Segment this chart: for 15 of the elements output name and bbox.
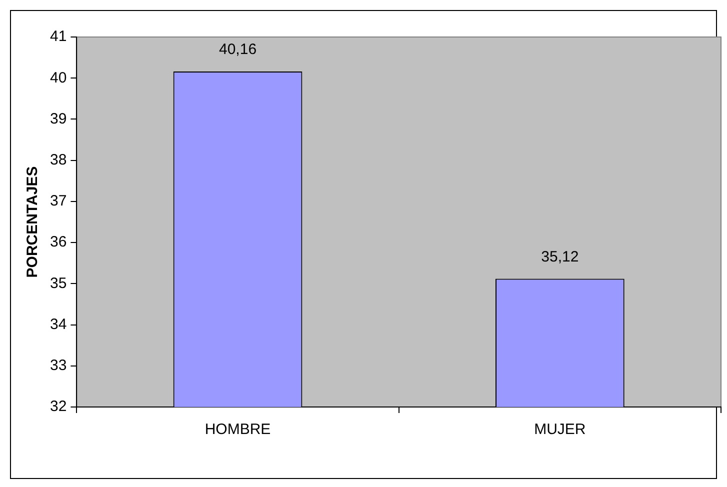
data-label: 35,12 — [541, 248, 579, 266]
y-axis-title: PORCENTAJES — [24, 166, 42, 278]
y-tick-label: 34 — [50, 316, 67, 333]
data-label: 40,16 — [218, 41, 257, 58]
x-tick-label: MUJER — [534, 421, 586, 438]
y-tick-label: 36 — [50, 234, 67, 251]
y-tick-label: 38 — [50, 151, 67, 168]
y-tick-label: 37 — [50, 192, 67, 210]
y-tick-label: 35 — [50, 274, 67, 292]
y-tick-label: 41 — [50, 28, 67, 46]
y-tick-label: 39 — [50, 110, 67, 128]
x-tick-label: HOMBRE — [204, 421, 271, 438]
y-tick-label: 40 — [50, 69, 67, 86]
y-tick-label: 32 — [50, 398, 67, 416]
y-tick-label: 33 — [50, 357, 67, 374]
